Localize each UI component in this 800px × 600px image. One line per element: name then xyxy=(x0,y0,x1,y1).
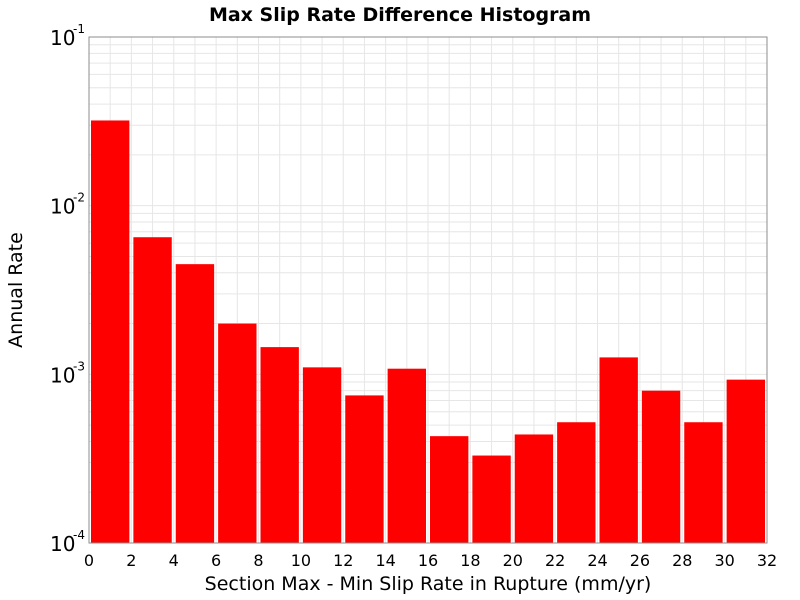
x-tick-label: 2 xyxy=(126,551,136,570)
y-tick-exponent: -1 xyxy=(73,22,85,36)
bar-3 xyxy=(218,323,257,543)
x-tick-label: 18 xyxy=(460,551,480,570)
y-tick-label: 10-4 xyxy=(50,528,85,556)
x-tick-label: 12 xyxy=(333,551,353,570)
bar-0 xyxy=(91,120,130,543)
x-tick-label: 6 xyxy=(211,551,221,570)
y-axis-ticks: 10-410-310-210-1 xyxy=(50,22,85,556)
x-tick-label: 28 xyxy=(672,551,692,570)
x-tick-label: 0 xyxy=(84,551,94,570)
bar-13 xyxy=(641,390,681,543)
x-tick-label: 14 xyxy=(375,551,395,570)
bar-10 xyxy=(514,434,554,543)
x-tick-label: 30 xyxy=(714,551,734,570)
y-tick-exponent: -3 xyxy=(73,359,85,373)
y-axis-label: Annual Rate xyxy=(5,232,27,348)
bar-8 xyxy=(430,436,469,543)
bar-11 xyxy=(557,422,596,543)
x-tick-label: 16 xyxy=(418,551,438,570)
bar-1 xyxy=(133,237,172,543)
x-axis-ticks: 0 2 4 6 8 10 12 14 16 18 20 22 24 26 28 30 32 xyxy=(84,551,777,570)
bar-9 xyxy=(472,455,511,543)
x-tick-label: 32 xyxy=(757,551,777,570)
bar-2 xyxy=(175,264,215,543)
bars-layer xyxy=(91,120,765,543)
bar-15 xyxy=(726,379,765,543)
bar-4 xyxy=(260,347,299,543)
y-tick-exponent: -2 xyxy=(73,191,85,205)
bar-14 xyxy=(684,422,723,543)
y-tick-base: 10 xyxy=(50,195,75,219)
y-tick-base: 10 xyxy=(50,26,75,50)
y-tick-base: 10 xyxy=(50,363,75,387)
x-tick-label: 24 xyxy=(587,551,607,570)
bar-6 xyxy=(345,395,384,543)
bar-7 xyxy=(387,368,426,543)
x-tick-label: 26 xyxy=(630,551,650,570)
x-tick-label: 4 xyxy=(169,551,179,570)
y-tick-exponent: -4 xyxy=(73,528,85,542)
y-tick-label: 10-3 xyxy=(50,359,85,387)
bar-5 xyxy=(302,367,342,543)
y-tick-label: 10-2 xyxy=(50,191,85,219)
y-tick-base: 10 xyxy=(50,532,75,556)
plot-frame xyxy=(88,36,768,544)
chart-title: Max Slip Rate Difference Histogram xyxy=(209,4,591,26)
x-tick-label: 10 xyxy=(291,551,311,570)
bar-12 xyxy=(599,357,638,543)
x-tick-label: 22 xyxy=(545,551,565,570)
x-axis-label: Section Max - Min Slip Rate in Rupture (… xyxy=(205,573,652,595)
x-tick-label: 8 xyxy=(253,551,263,570)
y-tick-label: 10-1 xyxy=(50,22,85,50)
x-tick-label: 20 xyxy=(503,551,523,570)
